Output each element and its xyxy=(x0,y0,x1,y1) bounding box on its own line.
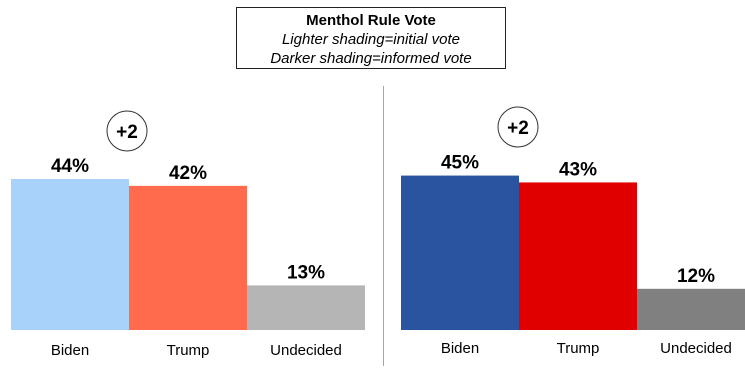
margin-circle xyxy=(497,106,539,148)
bar-biden xyxy=(401,175,519,330)
bar-biden xyxy=(11,179,129,330)
category-label: Trump xyxy=(167,342,210,359)
legend-title: Menthol Rule Vote xyxy=(306,12,436,29)
category-label: Trump xyxy=(557,340,600,357)
bar-trump xyxy=(519,182,637,330)
margin-label: +2 xyxy=(507,118,529,139)
margin-label: +2 xyxy=(116,122,138,143)
bar-trump xyxy=(129,185,247,330)
category-label: Biden xyxy=(51,342,89,359)
bar-value-label: 45% xyxy=(441,153,479,174)
margin-circle xyxy=(106,110,148,152)
category-label: Biden xyxy=(441,340,479,357)
legend-informed-vote: Darker shading=informed vote xyxy=(270,50,472,67)
legend-initial-vote: Lighter shading=initial vote xyxy=(281,31,461,48)
bar-undecided xyxy=(637,288,745,330)
bar-undecided xyxy=(247,285,365,330)
bar-value-label: 42% xyxy=(169,163,207,184)
category-label: Undecided xyxy=(270,342,342,359)
bar-value-label: 43% xyxy=(559,159,597,180)
bar-value-label: 44% xyxy=(51,156,89,177)
chart-legend-box: Menthol Rule Vote Lighter shading=initia… xyxy=(236,7,506,69)
bar-value-label: 12% xyxy=(677,266,715,287)
panel-divider xyxy=(383,86,384,366)
bar-value-label: 13% xyxy=(287,262,325,283)
category-label: Undecided xyxy=(660,340,732,357)
